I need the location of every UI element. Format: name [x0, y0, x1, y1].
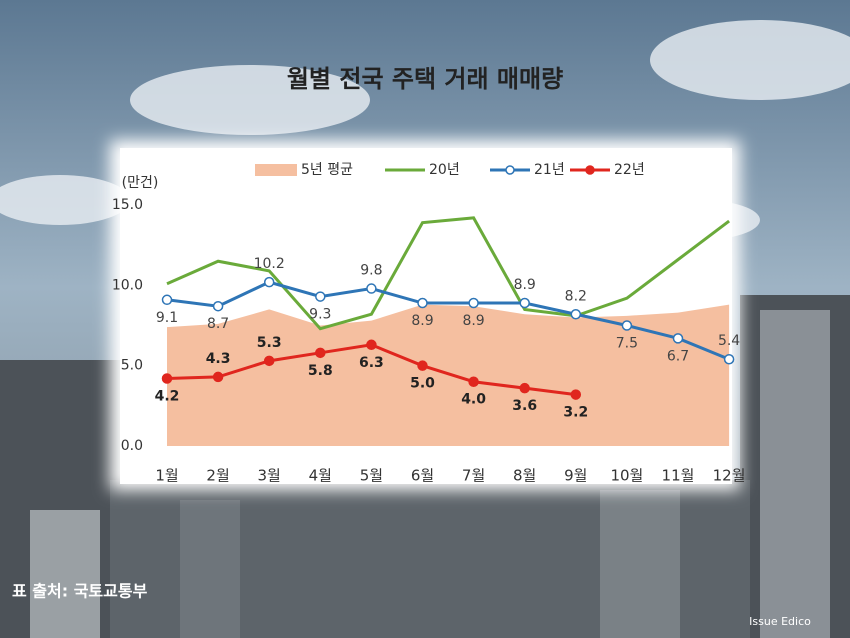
legend-marker [505, 165, 515, 175]
point [417, 297, 428, 309]
point [621, 320, 633, 331]
legend-label: 5년 평균 [301, 162, 353, 178]
y-axis-label: (만건) [122, 175, 159, 191]
point [212, 300, 224, 312]
data-label: 5.4 [718, 333, 740, 349]
data-label: 8.9 [514, 277, 536, 293]
x-tick-label: 3월 [258, 467, 281, 485]
point [672, 333, 684, 344]
y-tick-label: 15.0 [112, 197, 143, 213]
line [166, 280, 730, 361]
point [468, 376, 479, 387]
legend-label: 22년 [614, 162, 645, 178]
x-tick-label: 9월 [564, 467, 587, 485]
data-label: 9.3 [309, 307, 331, 323]
point [161, 294, 173, 306]
source: 표 출처: 국토교통부 [12, 582, 148, 601]
point [366, 283, 377, 294]
data-label: 9.1 [156, 310, 178, 326]
x-tick-label: 6월 [411, 467, 434, 485]
clouds [0, 20, 850, 240]
data-label: 6.7 [667, 348, 689, 364]
x-tick-label: 8월 [513, 467, 536, 485]
x-tick-label: 4월 [309, 467, 332, 485]
legend-swatch [255, 164, 297, 176]
data-label: 9.8 [360, 263, 382, 279]
x-tick-label: 5월 [360, 467, 383, 485]
point [723, 353, 735, 365]
data-label: 8.9 [462, 313, 484, 329]
point [161, 373, 173, 384]
point [315, 291, 326, 302]
point [468, 297, 479, 309]
area [167, 304, 730, 446]
data-label: 3.6 [512, 398, 537, 414]
point [315, 347, 326, 359]
chart-title: 월별 전국 주택 거래 매매량 [287, 65, 563, 93]
data-label: 7.5 [616, 336, 638, 352]
x-tick-label: 12월 [713, 467, 746, 485]
x-tick-label: 10월 [610, 467, 643, 485]
data-label: 5.3 [257, 335, 282, 351]
point [263, 276, 275, 288]
point [417, 360, 428, 371]
point [366, 339, 377, 351]
x-tick-label: 11월 [662, 467, 695, 485]
data-label: 3.2 [563, 405, 588, 421]
y-tick-label: 0.0 [121, 438, 143, 454]
data-label: 4.2 [155, 389, 180, 405]
y-tick-label: 5.0 [121, 358, 143, 374]
point [263, 355, 275, 367]
data-label: 4.3 [206, 351, 231, 367]
data-label: 10.2 [254, 256, 285, 272]
buildings [0, 295, 850, 638]
x-tick-label: 2월 [206, 467, 229, 485]
data-label: 8.7 [207, 316, 229, 332]
legend-label: 20년 [429, 162, 460, 178]
point [570, 389, 582, 400]
point [212, 371, 224, 383]
y-tick-label: 10.0 [112, 277, 143, 293]
data-label: 4.0 [461, 392, 486, 408]
point [519, 297, 530, 309]
data-label: 8.9 [411, 313, 433, 329]
legend-marker [585, 165, 595, 175]
data-label: 8.2 [565, 288, 587, 304]
point [519, 382, 530, 394]
x-tick-label: 7월 [462, 467, 485, 485]
line [166, 216, 731, 331]
data-label: 5.0 [410, 376, 435, 392]
point [570, 309, 582, 320]
watermark: Issue Edico [749, 615, 811, 628]
legend-label: 21년 [534, 162, 565, 178]
data-label: 6.3 [359, 355, 384, 371]
data-label: 5.8 [308, 363, 333, 379]
x-tick-label: 1월 [155, 467, 178, 485]
